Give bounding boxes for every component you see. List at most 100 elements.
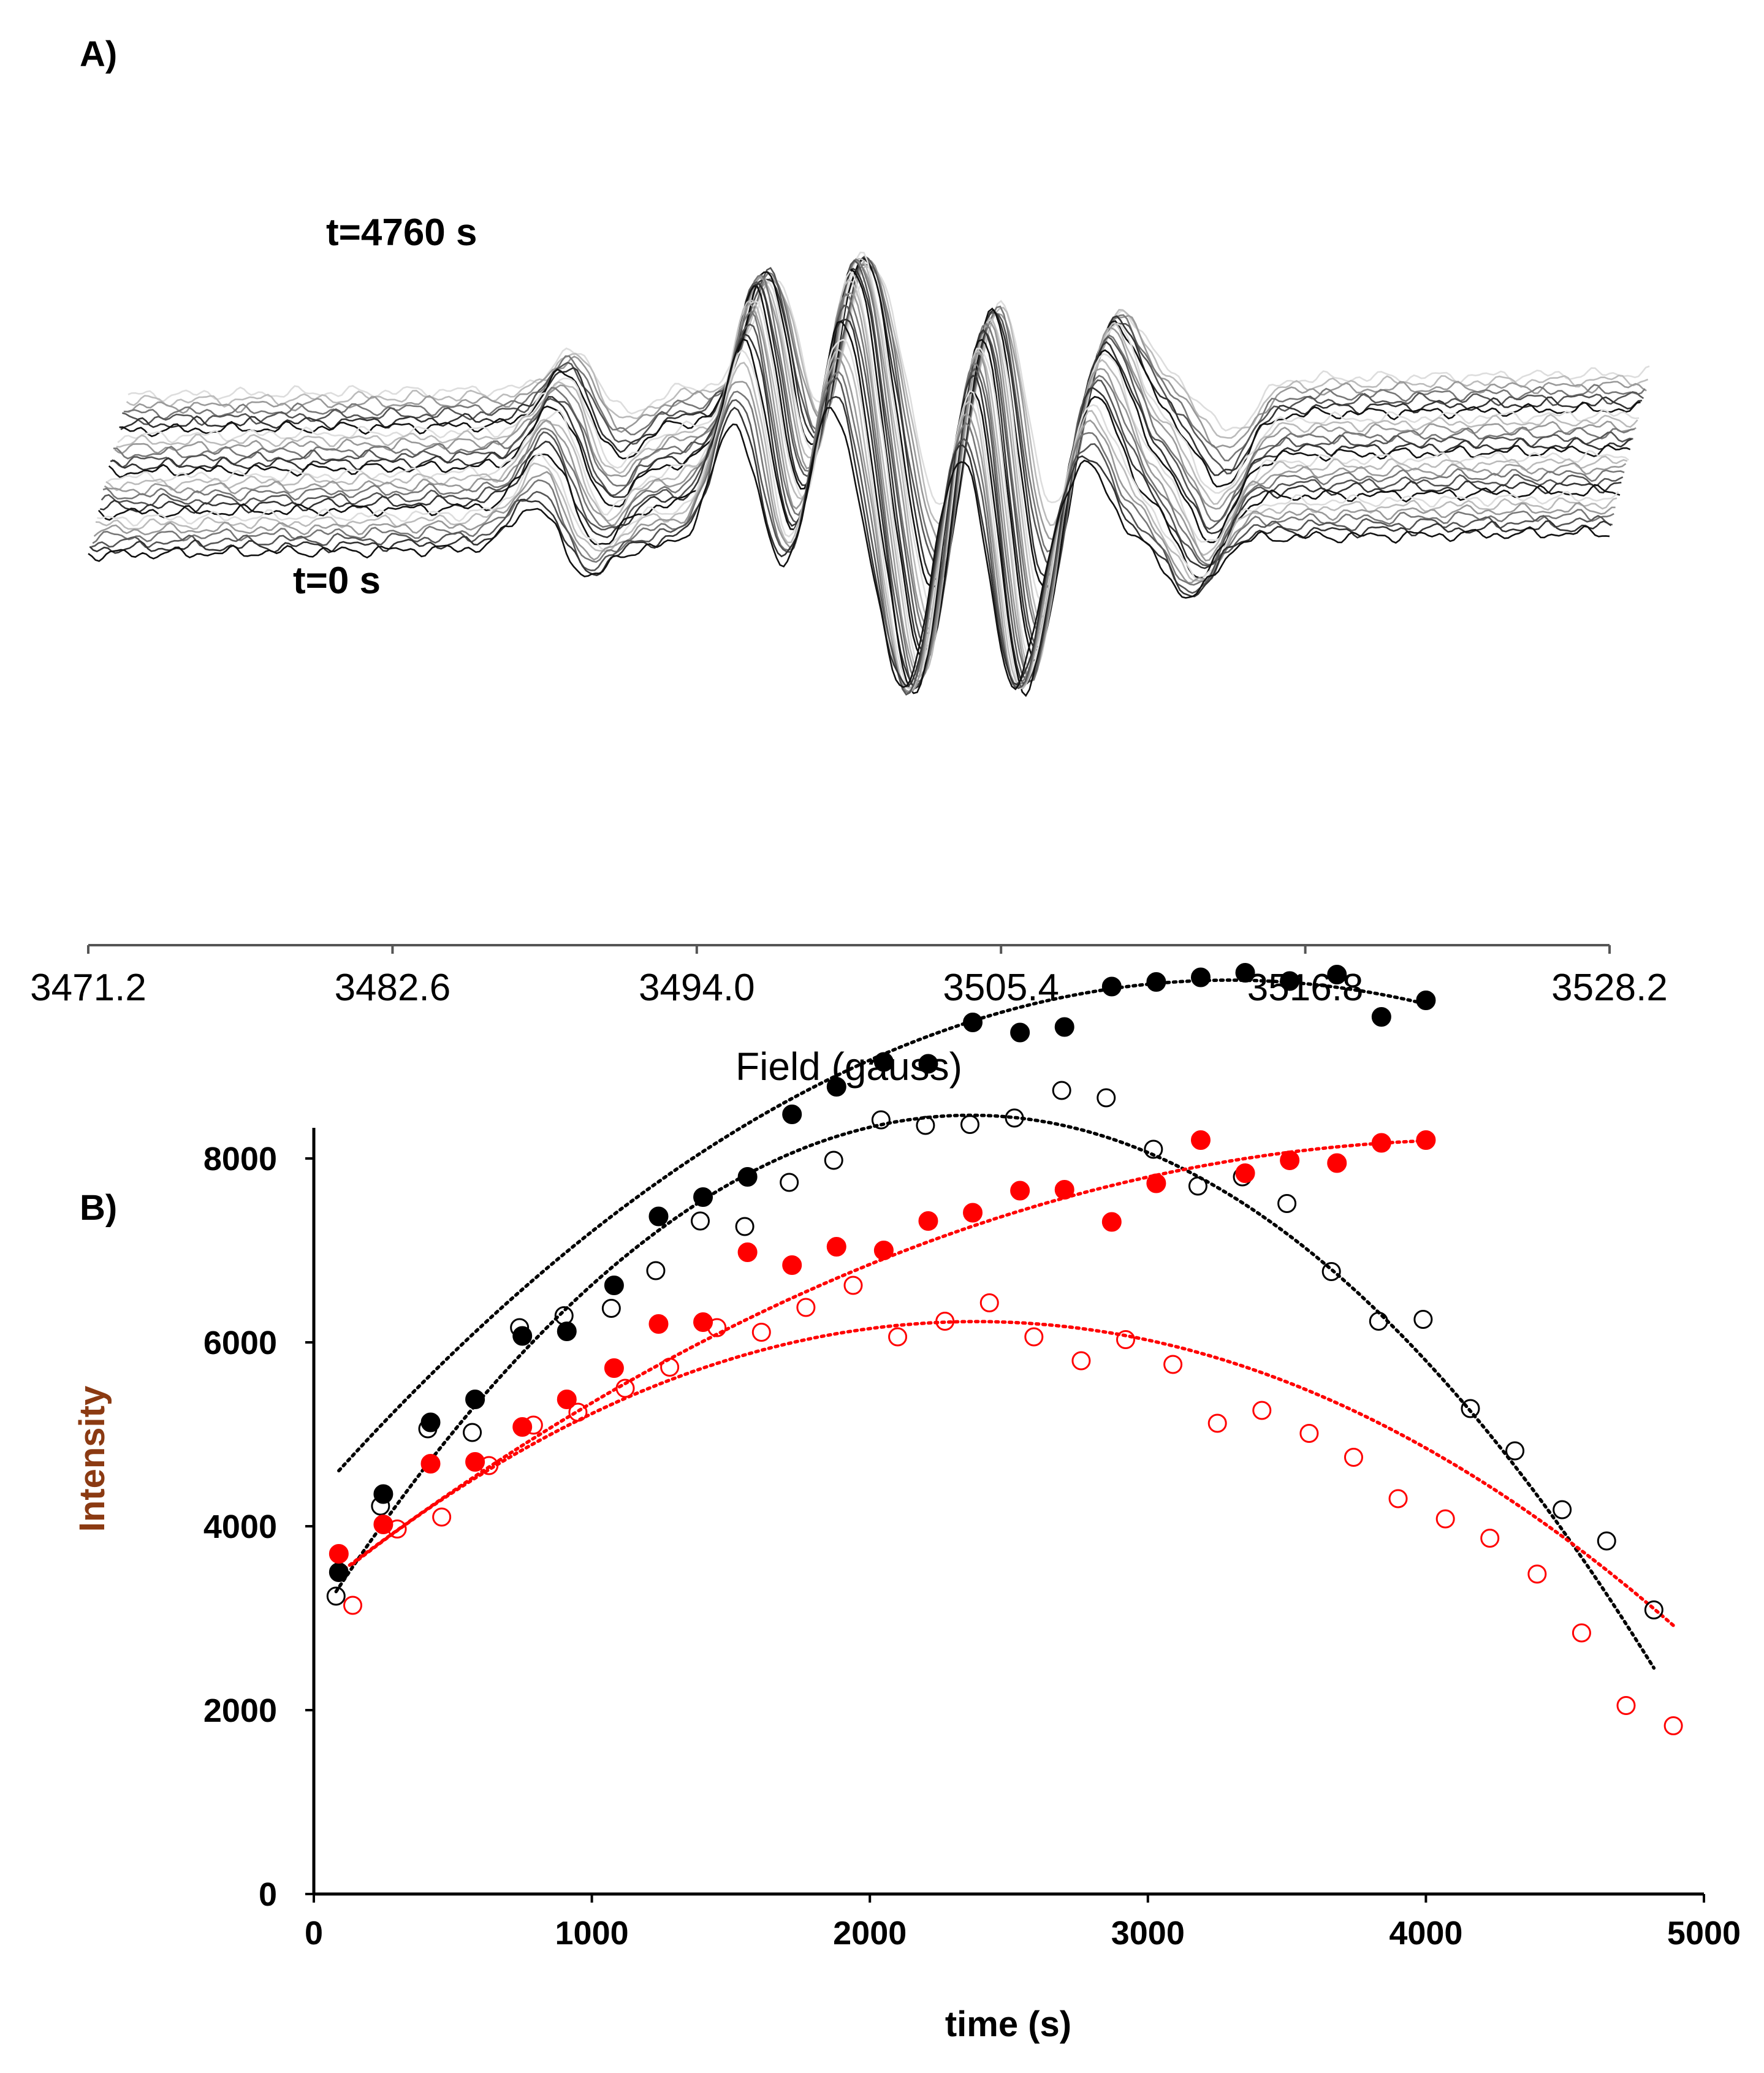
data-point-open (371, 1496, 390, 1516)
data-point-filled (512, 1417, 533, 1437)
epr-spectrum-trace (117, 251, 1640, 612)
data-point-open (1461, 1399, 1480, 1418)
x-tick-label-b: 1000 (555, 1915, 629, 1952)
panel-b-intensity-plot: B) 0 1000 2000 3000 4000 5000 0 2000 4000 6000 800… (72, 963, 1741, 2044)
epr-spectrum-trace (100, 318, 1622, 690)
data-point-filled (1101, 1212, 1122, 1232)
data-point-open (871, 1110, 891, 1130)
data-point-open (1299, 1424, 1319, 1443)
x-tick-label-a: 3471.2 (30, 967, 146, 1009)
epr-spectrum-trace (127, 268, 1650, 505)
data-point-filled (873, 1241, 894, 1260)
epr-spectrum-trace (92, 371, 1614, 694)
data-point-open (479, 1456, 499, 1475)
data-point-open (463, 1423, 482, 1442)
data-point-open (1207, 1413, 1227, 1433)
annotation-initial-time: t=0 s (293, 560, 381, 602)
x-tick-label-b: 5000 (1667, 1915, 1741, 1952)
y-tick-label-b: 2000 (203, 1692, 277, 1729)
data-point-open (1252, 1401, 1272, 1420)
epr-spectrum-trace (122, 255, 1644, 568)
data-point-filled (1010, 1181, 1030, 1201)
trend-line (334, 1113, 1656, 1670)
y-tick-label-b: 8000 (203, 1141, 277, 1177)
x-tick-label-b: 4000 (1389, 1915, 1462, 1952)
data-point-open (843, 1276, 863, 1295)
data-point-filled (329, 1562, 349, 1582)
annotation-final-time: t=4760 s (326, 211, 477, 254)
data-point-filled (1327, 1153, 1347, 1173)
data-point-open (1024, 1327, 1044, 1347)
data-point-open (1644, 1600, 1663, 1619)
data-point-filled (648, 1206, 669, 1227)
data-point-filled (465, 1390, 485, 1409)
data-point-filled (693, 1187, 713, 1207)
epr-spectrum-trace (105, 278, 1628, 677)
y-tick-label-b: 6000 (203, 1325, 277, 1361)
epr-spectrum-trace (102, 292, 1625, 683)
x-axis-label-b: time (s) (945, 2004, 1071, 2044)
data-point-open (418, 1419, 438, 1439)
epr-spectrum-trace (111, 259, 1633, 650)
data-point-open (1505, 1441, 1525, 1461)
data-point-filled (737, 1242, 758, 1262)
panel-a-epr-spectra: A) t=4760 s t=0 s 3471.2 3482.6 3494.0 3505… (30, 34, 1668, 1089)
data-point-open (735, 1217, 755, 1236)
data-point-filled (557, 1322, 577, 1341)
x-tick-label-b: 0 (305, 1915, 323, 1952)
data-point-open (1097, 1088, 1116, 1108)
data-point-filled (782, 1105, 802, 1124)
data-point-filled (1371, 1007, 1391, 1027)
x-tick-label-a: 3494.0 (639, 967, 755, 1009)
data-point-open (510, 1318, 530, 1337)
data-point-filled (329, 1544, 349, 1564)
data-point-open (568, 1402, 588, 1422)
data-point-open (1435, 1509, 1455, 1529)
data-point-open (1344, 1448, 1363, 1467)
y-tick-label-b: 0 (259, 1876, 277, 1913)
data-point-filled (1190, 967, 1211, 987)
data-point-open (707, 1318, 727, 1337)
y-axis-label-b: Intensity (72, 1386, 112, 1532)
data-point-open (1480, 1529, 1500, 1548)
data-point-filled (782, 1255, 802, 1275)
data-point-open (935, 1312, 955, 1331)
data-point-open (432, 1507, 452, 1527)
data-point-open (916, 1116, 935, 1135)
data-point-filled (1371, 1133, 1391, 1153)
data-point-filled (873, 1052, 894, 1072)
data-point-filled (1101, 976, 1122, 997)
data-point-open (1321, 1262, 1341, 1281)
panel-a-label: A) (80, 34, 117, 74)
epr-spectrum-trace (91, 377, 1613, 696)
data-point-open (1188, 1176, 1207, 1196)
data-points (326, 963, 1683, 1735)
y-tick-label-b: 4000 (203, 1508, 277, 1545)
trend-line (337, 1139, 1428, 1575)
data-point-open (1369, 1312, 1388, 1331)
panel-b-label: B) (80, 1188, 117, 1228)
data-point-filled (1280, 971, 1300, 991)
x-tick-label-b: 3000 (1111, 1915, 1185, 1952)
data-point-open (1527, 1564, 1547, 1584)
epr-spectrum-trace (101, 304, 1624, 688)
data-point-filled (1146, 1173, 1166, 1193)
data-point-filled (826, 1077, 846, 1097)
data-point-open (1553, 1500, 1572, 1520)
data-point-open (824, 1151, 843, 1170)
axis-ticks-b: 0 1000 2000 3000 4000 5000 0 2000 4000 6000 8000 (203, 1141, 1741, 1952)
data-point-open (387, 1520, 407, 1539)
data-point-filled (1235, 1163, 1255, 1183)
x-tick-label-a: 3528.2 (1551, 967, 1668, 1009)
data-point-open (1277, 1194, 1297, 1213)
data-point-filled (420, 1454, 441, 1474)
data-point-filled (1235, 963, 1255, 983)
data-point-open (796, 1298, 816, 1317)
epr-spectrum-trace (97, 320, 1621, 698)
data-point-filled (557, 1390, 577, 1409)
trend-line (351, 1320, 1675, 1627)
x-tick-label-b: 2000 (833, 1915, 907, 1952)
data-point-filled (1190, 1130, 1211, 1150)
data-point-open (1572, 1623, 1591, 1643)
data-point-open (1597, 1531, 1616, 1551)
